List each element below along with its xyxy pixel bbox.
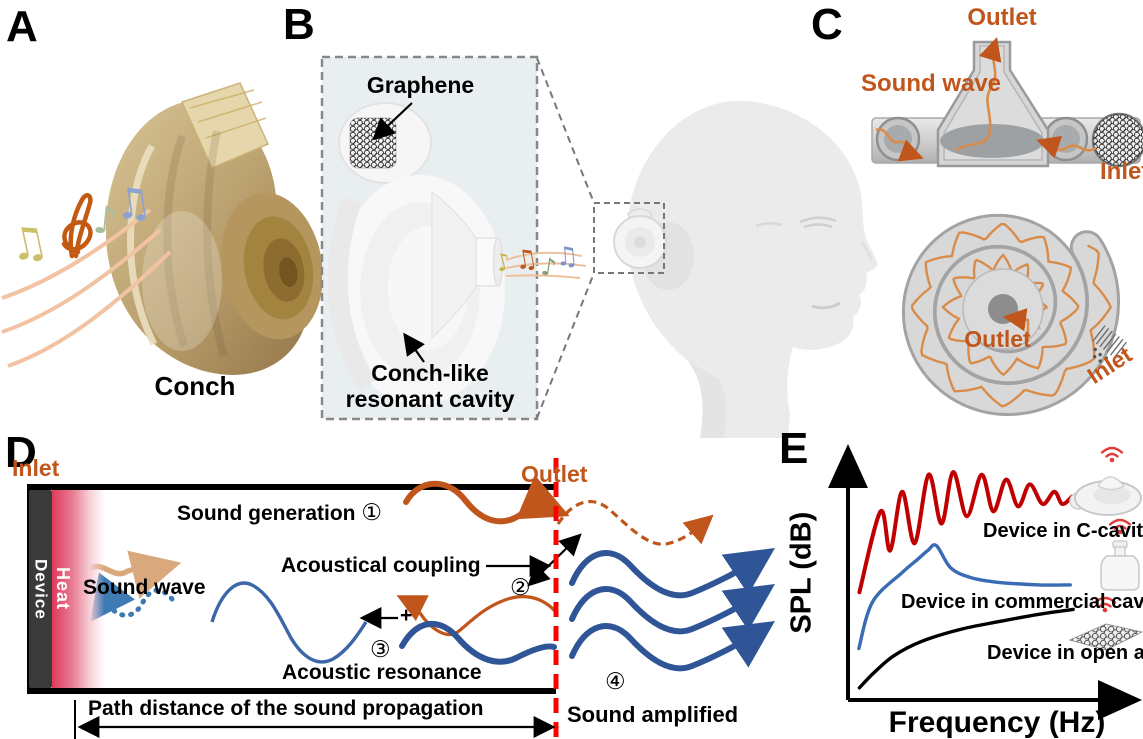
zoom-connector-lines [536,57,595,419]
c-outlet-spiral-label: Outlet [964,326,1031,352]
curve-device-in-open-air [857,607,1075,690]
mouth-line [811,301,841,310]
blue-note-icon: ♫ [554,241,580,273]
spiral-outlet-hole [988,294,1018,324]
d-waves [83,475,775,672]
panel-letter-d: D [5,428,37,477]
chart-x-axis-label: Frequency (Hz) [888,706,1106,739]
d-sound-wave-label: Sound wave [83,576,206,599]
device-bar-label: Device [31,558,51,620]
step3-label: Acoustic resonance [282,661,482,684]
legend-c-cavity: Device in C-cavity [983,520,1143,542]
cavity-label: Conch-like resonant cavity [345,360,515,413]
resonance-standing-wave [210,581,368,664]
plus-sign: + [400,604,413,627]
nose-line [860,241,874,261]
step4-label: Sound amplified [567,702,739,727]
step2-number: ② [510,574,531,600]
c-inlet-top-label: Inlet [1100,158,1143,185]
panel-letter-b: B [283,0,315,49]
step1-number: ① [361,499,382,525]
spiral-outlet-arrow [1002,308,1030,342]
escaping-wave-dashed [556,500,714,546]
right-eye [799,216,837,229]
curve-device-in-c-cavity [857,470,1074,595]
music-staff-a [1,208,172,368]
spl-frequency-chart [828,444,1142,720]
yellow-note-icon: ♪ [492,247,514,278]
d-inlet-label: Inlet [12,455,60,481]
step3-number: ③ [370,636,391,662]
commercial-cavity-device-icon [1100,518,1140,591]
path-distance-label: Path distance of the sound propagation [88,697,484,720]
chart-curves [857,470,1075,690]
step1-label: Sound generation ① [177,499,382,525]
spiral-center [962,268,1044,350]
orange-note-icon: ♫ [512,243,540,277]
graphene-pointer-arrow [372,102,413,141]
chart-y-axis-label: SPL (dB) [785,511,818,634]
spiral-inlet-grate [1092,325,1127,363]
conch-caption: Conch [154,371,236,401]
legend-commercial-cavity: Device in commercial cavity [901,591,1143,613]
graphene-label: Graphene [366,72,475,98]
shell-whorl [221,192,323,340]
c-cavity-device-icon [1069,446,1142,516]
panel-letter-a: A [6,2,38,51]
blue-note-icon: ♫ [111,176,155,230]
earbud-device-render [327,102,505,405]
left-eye [755,222,783,228]
amplified-wave-2 [569,584,775,635]
d-outlet-label: Outlet [521,461,588,487]
cavity-pointer-arrow [403,332,425,363]
graphene-sheet-icon [1068,596,1143,651]
yellow-note-icon: ♫ [4,215,53,273]
step4-number: ④ [605,668,626,694]
panel-letter-c: C [811,0,843,49]
amplified-wave-1 [569,548,775,599]
music-notes-b: ♪ ♫ ♪ ♫ [492,241,580,282]
c-cavity-cross-section [871,37,1143,168]
wifi-icon [1100,446,1124,464]
c-sound-wave-label: Sound wave [861,70,1002,97]
green-note-icon: ♪ [91,197,120,243]
treble-clef-icon [61,193,93,259]
coupled-return-wave [396,595,557,637]
panel-letter-e: E [779,424,809,473]
green-note-icon: ♪ [539,252,558,282]
cavity-inner [940,124,1044,158]
step2-label: Acoustical coupling [281,554,481,577]
curve-device-in-commercial-cavity [857,543,1072,651]
heat-gradient: Heat [52,490,116,688]
music-notes-a: ♫ ♪ ♫ [4,176,155,273]
music-staff-b [505,251,587,279]
heat-label: Heat [53,567,73,611]
resonance-wave-thick [399,621,557,665]
amplified-wave-3 [569,621,775,672]
graphene-inlet-membrane [1093,114,1143,166]
head-render [593,100,878,438]
c-outlet-top-label: Outlet [967,4,1037,31]
sound-wave-arrows [875,37,1097,162]
conch-illustration [105,82,323,375]
sound-generation-wave [403,475,570,525]
ear-zoom-dashed-square [593,202,665,274]
path-distance-annotation [74,700,556,739]
device-bar: Device [29,490,52,688]
legend-open-air: Device in open air [987,642,1143,664]
